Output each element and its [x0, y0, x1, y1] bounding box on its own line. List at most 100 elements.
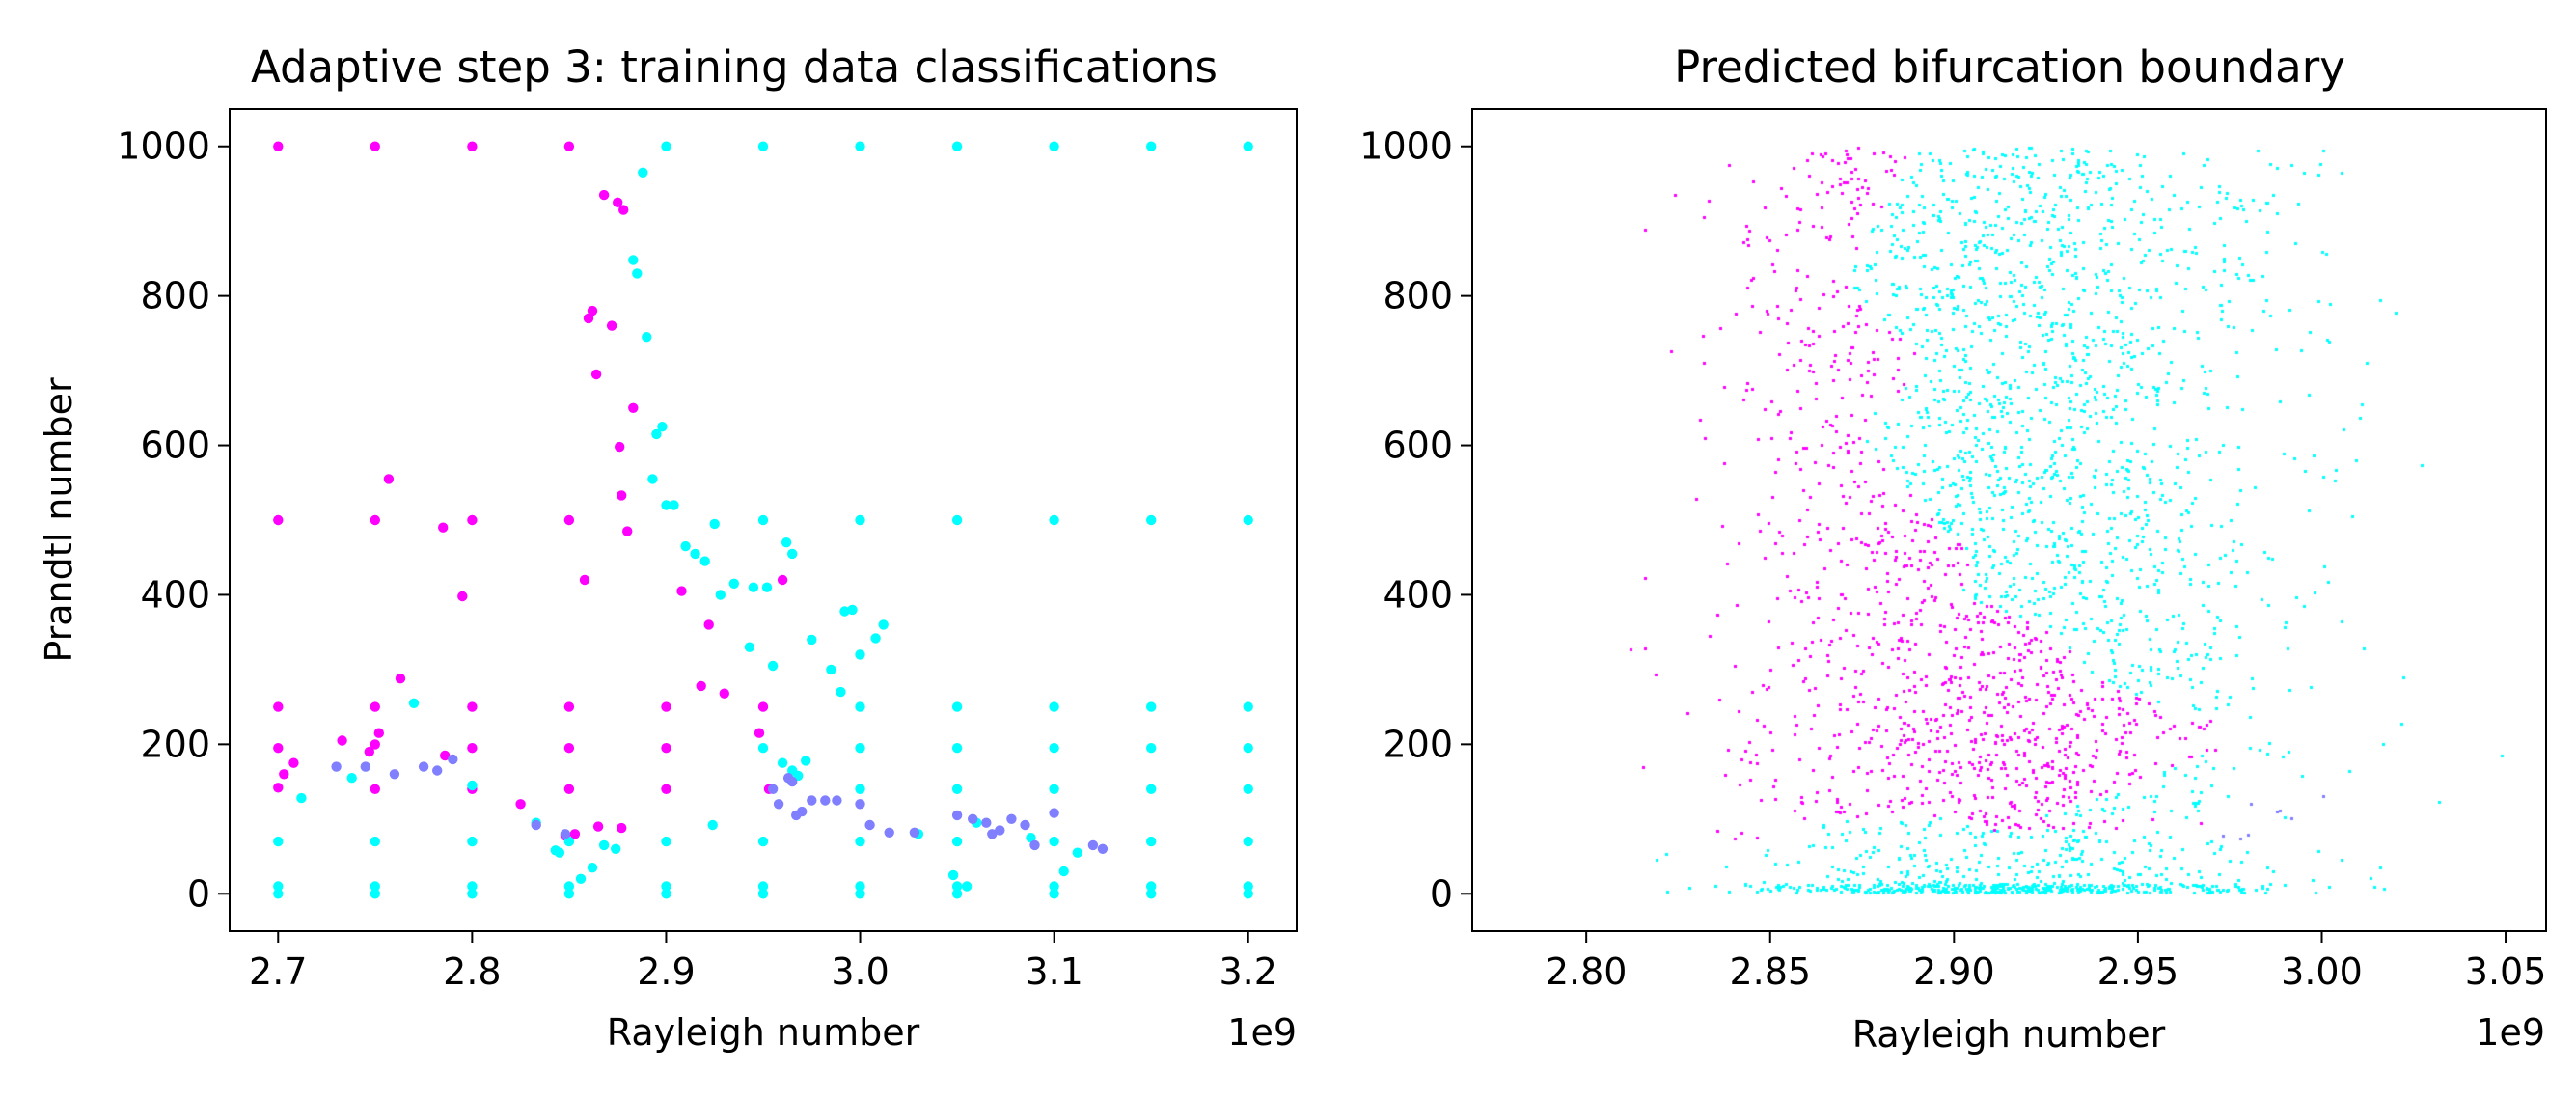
left-point-intermediate: [951, 810, 963, 821]
left-point-magenta: [613, 197, 623, 207]
left-point-cyan: [947, 869, 959, 881]
right-x-offset-label: 1e9: [2476, 1011, 2545, 1054]
left-point-cyan: [836, 686, 846, 698]
left-point-magenta: [617, 490, 627, 501]
left-point-cyan: [855, 701, 865, 712]
left-point-magenta: [676, 586, 687, 596]
left-point-magenta: [370, 701, 380, 712]
left-point-cyan: [951, 141, 963, 151]
left-point-intermediate: [360, 761, 370, 772]
left-point-magenta: [370, 739, 380, 750]
left-point-cyan: [669, 500, 679, 510]
left-point-magenta: [618, 205, 629, 215]
left-point-intermediate: [432, 765, 443, 776]
left-data-points: [273, 141, 1253, 899]
left-point-magenta: [628, 402, 639, 413]
right-x-tick-label: 3.05: [2465, 950, 2547, 993]
left-y-tick-label: 600: [140, 425, 210, 467]
right-chart-title: Predicted bifurcation boundary: [1674, 41, 2345, 93]
left-point-cyan: [951, 514, 963, 526]
left-point-intermediate: [773, 799, 784, 810]
left-point-magenta: [563, 784, 575, 794]
left-y-tick-label: 1000: [117, 125, 210, 168]
left-point-cyan: [1146, 701, 1157, 712]
left-point-intermediate: [1029, 839, 1040, 851]
left-point-cyan: [1146, 743, 1157, 754]
left-x-axis-label: Rayleigh number: [607, 1011, 920, 1054]
left-point-cyan: [1049, 889, 1059, 899]
left-x-axis: 2.7 2.8 2.9 3.0 3.1 3.2: [249, 931, 1277, 993]
left-point-cyan: [807, 634, 817, 646]
left-point-cyan: [661, 500, 671, 510]
left-point-cyan: [801, 756, 811, 766]
left-point-magenta: [598, 189, 610, 201]
left-point-cyan: [757, 889, 769, 899]
left-point-cyan: [1243, 701, 1253, 712]
left-x-tick-label: 3.1: [1025, 950, 1082, 993]
left-point-cyan: [273, 836, 284, 847]
right-x-axis-label: Rayleigh number: [1852, 1013, 2166, 1056]
left-point-magenta: [754, 728, 765, 738]
left-point-cyan: [642, 332, 652, 343]
left-point-intermediate: [1006, 813, 1017, 824]
left-point-cyan: [1058, 866, 1069, 877]
left-point-intermediate: [884, 827, 894, 838]
left-point-cyan: [563, 889, 575, 899]
right-chart: Predicted bifurcation boundary 2.80 2.85 2…: [1359, 41, 2547, 1056]
left-point-cyan: [855, 514, 865, 526]
left-x-offset-label: 1e9: [1227, 1011, 1297, 1054]
left-point-cyan: [611, 843, 621, 854]
left-point-cyan: [699, 556, 710, 566]
left-point-magenta: [661, 701, 671, 712]
left-point-intermediate: [1049, 808, 1059, 818]
left-point-magenta: [467, 701, 478, 712]
left-point-cyan: [690, 548, 700, 560]
left-point-magenta: [395, 674, 406, 684]
left-point-intermediate: [389, 769, 400, 780]
left-point-cyan: [709, 518, 720, 530]
left-point-magenta: [777, 574, 788, 586]
left-point-cyan: [715, 590, 726, 600]
left-point-magenta: [370, 784, 380, 794]
left-point-cyan: [661, 141, 671, 151]
left-point-cyan: [951, 889, 963, 899]
left-point-cyan: [1243, 784, 1253, 794]
left-point-cyan: [661, 881, 671, 892]
right-x-tick-label: 3.00: [2281, 950, 2363, 993]
left-point-magenta: [569, 829, 581, 839]
left-point-cyan: [273, 889, 284, 899]
left-point-cyan: [951, 701, 963, 712]
left-point-cyan: [563, 881, 575, 892]
left-point-cyan: [1243, 514, 1253, 526]
left-point-cyan: [951, 784, 963, 794]
left-point-cyan: [657, 422, 668, 432]
left-y-tick-label: 0: [187, 872, 210, 915]
right-y-tick-label: 0: [1430, 872, 1453, 915]
left-point-magenta: [383, 474, 395, 484]
left-point-cyan: [1243, 743, 1253, 754]
left-point-cyan: [744, 642, 755, 652]
left-point-magenta: [661, 784, 671, 794]
left-point-cyan: [346, 773, 357, 784]
left-point-intermediate: [968, 813, 978, 824]
left-point-intermediate: [531, 819, 541, 831]
left-point-cyan: [787, 548, 798, 560]
left-point-cyan: [1243, 881, 1253, 892]
left-point-magenta: [273, 743, 284, 754]
left-point-magenta: [467, 743, 478, 754]
left-point-magenta: [617, 822, 627, 834]
left-point-cyan: [757, 836, 769, 847]
left-point-cyan: [878, 619, 889, 630]
left-point-cyan: [1026, 833, 1036, 843]
left-point-cyan: [728, 578, 739, 589]
left-point-cyan: [638, 167, 648, 178]
left-point-magenta: [467, 141, 478, 151]
left-point-magenta: [273, 701, 284, 712]
left-point-cyan: [847, 604, 858, 616]
left-point-cyan: [273, 881, 284, 892]
left-point-magenta: [467, 514, 478, 526]
left-point-magenta: [719, 688, 729, 699]
left-point-magenta: [587, 305, 598, 316]
left-point-magenta: [364, 746, 374, 757]
